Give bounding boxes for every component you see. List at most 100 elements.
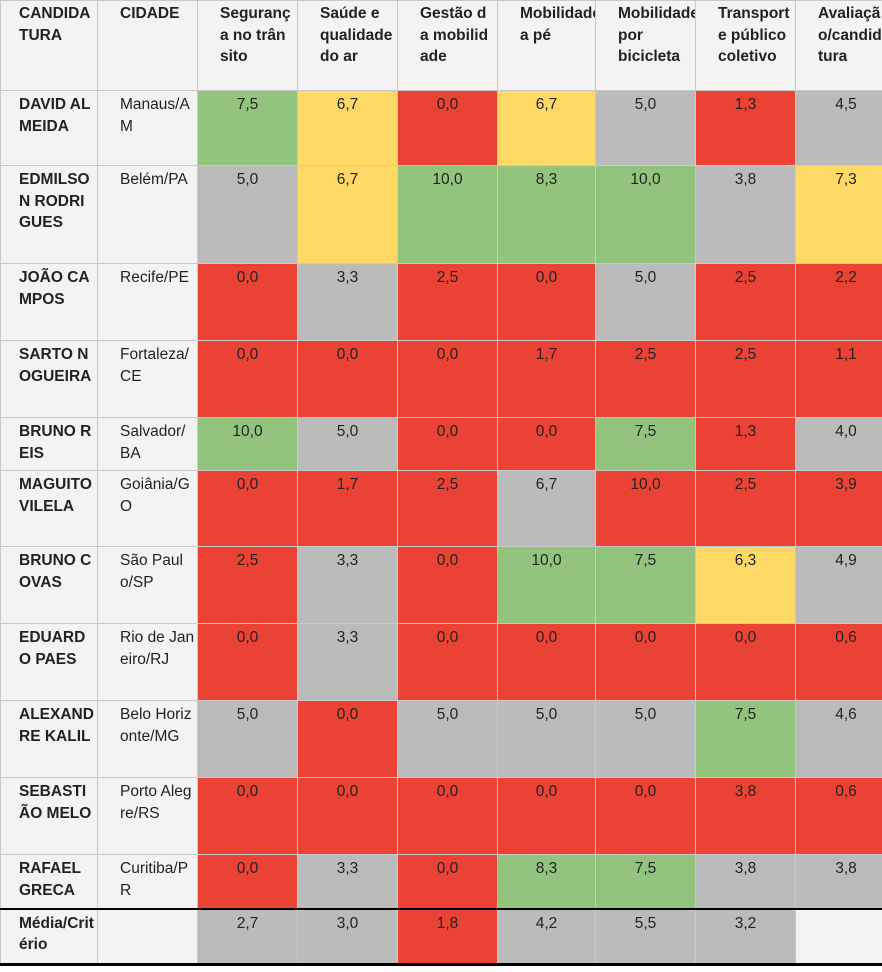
score-cell: 3,3 <box>297 623 398 701</box>
score-cell: 7,3 <box>795 165 882 264</box>
score-cell: 10,0 <box>397 165 498 264</box>
city-name: Porto Alegre/RS <box>97 777 198 855</box>
score-cell: 4,9 <box>795 546 882 624</box>
header-seguranca-transito: Segurança no trânsito <box>197 0 298 91</box>
score-cell: 2,5 <box>197 546 298 624</box>
score-cell: 7,5 <box>595 854 696 909</box>
header-saude-qualidade-ar: Saúde e qualidade do ar <box>297 0 398 91</box>
score-cell: 0,0 <box>497 417 596 471</box>
candidate-name: SARTO NOGUEIRA <box>0 340 98 418</box>
candidate-name: BRUNO COVAS <box>0 546 98 624</box>
score-cell: 10,0 <box>595 470 696 547</box>
score-cell: 2,5 <box>695 263 796 341</box>
score-cell: 0,0 <box>497 623 596 701</box>
table-row: JOÃO CAMPOS Recife/PE 0,0 3,3 2,5 0,0 5,0 2,5 2,… <box>0 263 882 341</box>
score-cell: 0,0 <box>397 546 498 624</box>
header-mobilidade-a-pe: Mobilidade a pé <box>497 0 596 91</box>
average-label: Média/Critério <box>0 907 98 965</box>
score-cell: 4,6 <box>795 700 882 778</box>
table-row: BRUNO REIS Salvador/BA 10,0 5,0 0,0 0,0 7,5 1,3… <box>0 417 882 471</box>
table-row: SARTO NOGUEIRA Fortaleza/CE 0,0 0,0 0,0 1,7 2,… <box>0 340 882 418</box>
table-row: MAGUITO VILELA Goiânia/GO 0,0 1,7 2,5 6,7 10,0… <box>0 470 882 547</box>
score-cell: 7,5 <box>595 546 696 624</box>
score-cell: 5,0 <box>595 90 696 166</box>
table-row: EDMILSON RODRIGUES Belém/PA 5,0 6,7 10,0 8,3 1… <box>0 165 882 264</box>
candidate-name: DAVID ALMEIDA <box>0 90 98 166</box>
city-name: São Paulo/SP <box>97 546 198 624</box>
score-cell: 0,0 <box>397 417 498 471</box>
score-cell: 0,6 <box>795 623 882 701</box>
table-row: RAFAEL GRECA Curitiba/PR 0,0 3,3 0,0 8,3 7,5 3,… <box>0 854 882 909</box>
score-cell: 1,7 <box>297 470 398 547</box>
city-name: Fortaleza/CE <box>97 340 198 418</box>
average-city-empty <box>97 907 198 965</box>
average-cell: 2,7 <box>197 907 298 965</box>
city-name: Belo Horizonte/MG <box>97 700 198 778</box>
score-cell: 0,0 <box>497 263 596 341</box>
score-cell: 0,0 <box>497 777 596 855</box>
candidate-name: ALEXANDRE KALIL <box>0 700 98 778</box>
average-cell: 1,8 <box>397 907 498 965</box>
city-name: Salvador/BA <box>97 417 198 471</box>
score-cell: 7,5 <box>695 700 796 778</box>
score-cell: 0,0 <box>197 777 298 855</box>
score-cell: 0,0 <box>397 623 498 701</box>
score-cell: 3,3 <box>297 854 398 909</box>
score-cell: 5,0 <box>595 263 696 341</box>
score-cell: 10,0 <box>497 546 596 624</box>
score-cell: 0,0 <box>397 90 498 166</box>
score-cell: 4,0 <box>795 417 882 471</box>
score-cell: 7,5 <box>595 417 696 471</box>
table-row: BRUNO COVAS São Paulo/SP 2,5 3,3 0,0 10,0 7,5 6… <box>0 546 882 624</box>
header-candidatura: CANDIDATURA <box>0 0 98 91</box>
score-cell: 5,0 <box>595 700 696 778</box>
score-cell: 5,0 <box>397 700 498 778</box>
score-cell: 4,5 <box>795 90 882 166</box>
table-row: SEBASTIÃO MELO Porto Alegre/RS 0,0 0,0 0,0 0,… <box>0 777 882 855</box>
candidate-name: BRUNO REIS <box>0 417 98 471</box>
candidate-name: RAFAEL GRECA <box>0 854 98 909</box>
score-cell: 10,0 <box>197 417 298 471</box>
candidate-name: EDUARDO PAES <box>0 623 98 701</box>
score-cell: 6,7 <box>497 90 596 166</box>
score-cell: 0,0 <box>397 777 498 855</box>
table-row: DAVID ALMEIDA Manaus/AM 7,5 6,7 0,0 6,7 5,0 1,3… <box>0 90 882 166</box>
city-name: Recife/PE <box>97 263 198 341</box>
score-cell: 3,3 <box>297 263 398 341</box>
score-cell: 0,0 <box>397 340 498 418</box>
average-cell <box>795 907 882 965</box>
score-cell: 1,7 <box>497 340 596 418</box>
score-cell: 2,5 <box>595 340 696 418</box>
score-cell: 2,5 <box>695 340 796 418</box>
header-transporte-publico: Transporte público coletivo <box>695 0 796 91</box>
average-cell: 3,0 <box>297 907 398 965</box>
header-gestao-mobilidade: Gestão da mobilidade <box>397 0 498 91</box>
score-cell: 0,0 <box>695 623 796 701</box>
score-cell: 1,3 <box>695 417 796 471</box>
city-name: Manaus/AM <box>97 90 198 166</box>
score-cell: 3,8 <box>695 165 796 264</box>
score-cell: 0,0 <box>297 700 398 778</box>
header-avaliacao-candidatura: Avaliação/candidatura <box>795 0 882 91</box>
city-name: Curitiba/PR <box>97 854 198 909</box>
score-cell: 1,1 <box>795 340 882 418</box>
candidate-name: EDMILSON RODRIGUES <box>0 165 98 264</box>
score-cell: 0,0 <box>595 623 696 701</box>
city-name: Rio de Janeiro/RJ <box>97 623 198 701</box>
average-cell: 5,5 <box>595 907 696 965</box>
score-cell: 6,7 <box>297 90 398 166</box>
score-cell: 2,5 <box>695 470 796 547</box>
score-cell: 0,0 <box>197 470 298 547</box>
city-name: Goiânia/GO <box>97 470 198 547</box>
score-cell: 3,8 <box>795 854 882 909</box>
candidate-name: MAGUITO VILELA <box>0 470 98 547</box>
score-cell: 1,3 <box>695 90 796 166</box>
score-cell: 5,0 <box>497 700 596 778</box>
score-cell: 0,0 <box>595 777 696 855</box>
score-cell: 2,2 <box>795 263 882 341</box>
header-row: CANDIDATURA CIDADE Segurança no trânsito… <box>0 0 882 91</box>
average-cell: 3,2 <box>695 907 796 965</box>
score-cell: 3,3 <box>297 546 398 624</box>
score-cell: 5,0 <box>197 700 298 778</box>
